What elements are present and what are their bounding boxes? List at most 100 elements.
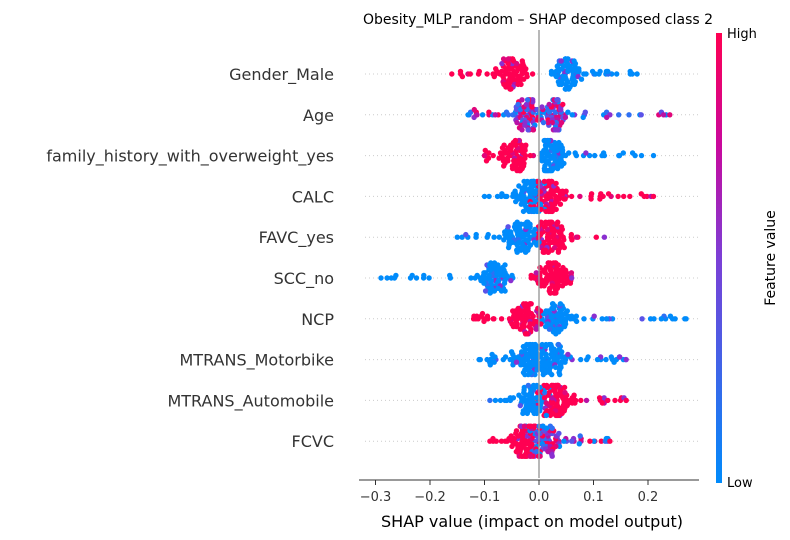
data-point (585, 354, 591, 360)
data-point (549, 178, 555, 185)
data-point (529, 71, 536, 77)
data-point (498, 438, 505, 444)
data-point (572, 150, 578, 156)
data-point (563, 188, 569, 194)
data-point (583, 397, 590, 404)
x-tick-label: 0.1 (583, 490, 604, 505)
data-point (481, 270, 487, 276)
data-point (549, 305, 555, 312)
data-point (534, 367, 540, 373)
data-point (537, 264, 543, 271)
data-point (541, 382, 547, 389)
data-point (530, 127, 537, 133)
data-point (500, 56, 507, 62)
data-point (571, 58, 577, 64)
data-point (481, 318, 487, 325)
data-point (508, 349, 515, 355)
data-point (564, 308, 570, 314)
data-point (543, 208, 549, 215)
data-point (530, 208, 536, 215)
data-point (592, 71, 599, 77)
data-point (502, 354, 509, 360)
data-point (568, 193, 575, 200)
data-point (672, 316, 678, 322)
data-point (503, 109, 510, 115)
data-point (513, 428, 520, 434)
data-point (552, 364, 559, 371)
data-point (629, 150, 636, 156)
data-point (553, 68, 559, 75)
data-point (510, 395, 517, 401)
data-point (527, 453, 533, 459)
data-point (520, 163, 527, 169)
data-point (588, 191, 595, 197)
x-tick-label: −0.2 (414, 490, 446, 505)
feature-label: Gender_Male (229, 65, 334, 85)
x-axis-label: SHAP value (impact on model output) (381, 512, 683, 531)
data-point (616, 112, 622, 118)
data-point (561, 196, 567, 202)
data-point (546, 101, 552, 108)
colorbar-title: Feature value (763, 210, 779, 306)
data-point (578, 397, 584, 404)
data-point (608, 354, 614, 360)
data-point (553, 290, 559, 296)
data-point (576, 66, 582, 72)
data-point (627, 68, 633, 75)
data-point (481, 152, 488, 159)
data-point (521, 384, 527, 391)
data-point (491, 359, 497, 365)
data-point (509, 443, 515, 450)
data-point (513, 198, 519, 205)
data-point (518, 81, 524, 88)
data-point (472, 275, 478, 281)
data-point (393, 272, 399, 279)
data-point (533, 326, 539, 332)
data-point (521, 178, 527, 185)
data-point (482, 147, 488, 154)
data-point (525, 219, 531, 225)
data-point (557, 301, 564, 307)
data-point (558, 58, 564, 64)
data-point (487, 438, 493, 444)
data-point (667, 313, 674, 319)
data-point (549, 167, 555, 174)
data-point (473, 231, 479, 238)
data-point (510, 191, 517, 197)
data-point (599, 316, 605, 322)
feature-label: Age (303, 106, 334, 125)
feature-label: CALC (292, 187, 334, 206)
data-point (514, 249, 520, 255)
data-point (660, 112, 667, 118)
feature-label: FCVC (292, 432, 335, 451)
data-point (540, 119, 547, 126)
data-point (603, 316, 610, 322)
data-point (578, 356, 584, 363)
data-point (558, 119, 565, 126)
data-point (515, 354, 521, 360)
data-point (569, 275, 575, 281)
feature-label: MTRANS_Motorbike (180, 351, 335, 371)
data-point (505, 244, 512, 251)
data-point (571, 392, 577, 398)
data-point (539, 104, 545, 110)
data-point (683, 316, 689, 322)
data-point (573, 313, 579, 319)
data-point (409, 272, 415, 279)
data-point (562, 114, 569, 121)
data-point (537, 384, 543, 391)
data-point (449, 71, 455, 77)
data-point (567, 280, 574, 286)
data-point (559, 349, 565, 355)
data-point (474, 112, 480, 118)
data-point (523, 142, 529, 148)
data-point (568, 231, 575, 238)
x-ticks: −0.3 −0.2 −0.1 0.0 0.1 0.2 (360, 480, 658, 505)
data-point (543, 308, 549, 314)
data-point (568, 270, 575, 276)
data-point (569, 112, 575, 118)
data-point (522, 331, 529, 337)
data-point (484, 356, 490, 363)
data-point (569, 237, 575, 243)
data-point (546, 326, 553, 332)
